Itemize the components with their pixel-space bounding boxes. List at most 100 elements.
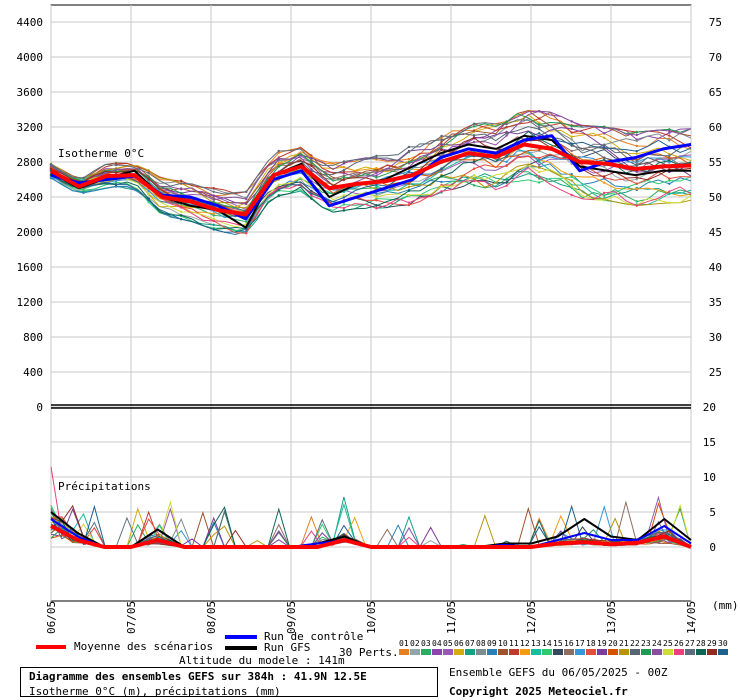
isotherm-pert-line [50,110,692,201]
isotherm-pert-point [245,220,248,223]
pert-number: 24 [652,639,662,648]
isotherm-pert-point [472,174,476,177]
x-tick-label: 06/05 [45,601,58,634]
isotherm-pert-point [603,136,606,139]
pert-number: 19 [597,639,607,648]
isotherm-pert-line [50,163,692,209]
isotherm-pert-point [635,144,638,148]
isotherm-pert-point [505,155,508,158]
isotherm-pert-point [407,157,411,161]
isotherm-pert-line [50,148,692,217]
y-tick-left: 1200 [17,296,44,309]
y-tick-right: 5 [709,506,716,519]
isotherm-pert-point [49,162,53,166]
isotherm-pert-point [635,130,638,134]
x-tick-label: 08/05 [205,601,218,634]
isotherm-pert-point [603,158,606,162]
isotherm-pert-point [635,187,638,191]
x-tick-label: 14/05 [685,601,698,634]
isotherm-pert-point [245,232,248,235]
pert-color-swatch [553,649,563,655]
gfs-legend-swatch [225,646,257,650]
isotherm-pert-point [668,129,671,133]
isotherm-pert-point [342,206,346,210]
pert-color-swatch [696,649,706,655]
x-tick-label: 09/05 [285,601,298,634]
isotherm-pert-point [212,186,215,190]
x-ticks: 06/05 07/05 08/05 09/05 10/05 11/05 12/05 13/05… [45,601,698,634]
isotherm-pert-point [537,166,541,169]
isotherm-pert-line [50,175,692,232]
isotherm-pert-point [245,206,248,209]
isotherm-pert-point [49,167,53,170]
isotherm-pert-point [407,182,411,185]
isotherm-pert-point [668,161,671,164]
y-tick-right: 50 [709,191,722,204]
pert-color-swatch [586,649,596,655]
pert-color-swatch [564,649,574,655]
isotherm-pert-point [570,124,573,128]
isotherm-pert-point [505,126,508,129]
y-tick-left: 2000 [17,226,44,239]
pert-number: 28 [696,639,706,648]
isotherm-pert-point [342,209,346,212]
isotherm-pert-point [668,152,671,156]
isotherm-pert-point [407,145,411,149]
isotherm-pert-point [505,181,508,184]
isotherm-pert-point [342,196,346,199]
x-tick-label: 12/05 [525,601,538,634]
pert-color-swatch [597,649,607,655]
isotherm-pert-point [570,175,573,179]
isotherm-pert-point [668,154,671,157]
isotherm-pert-point [82,188,85,192]
isotherm-pert-point [537,175,541,178]
isotherm-pert-point [472,136,476,140]
isotherm-pert-point [179,206,183,209]
y-tick-right: 55 [709,156,722,169]
isotherm-pert-point [635,178,638,181]
isotherm-pert-point [570,179,573,182]
isotherm-pert-point [603,132,606,135]
pert-color-swatch [421,649,431,655]
isotherm-pert-point [472,129,476,133]
isotherm-pert-point [407,193,411,197]
isotherm-pert-point [342,177,346,181]
isotherm-pert-point [472,140,476,144]
isotherm-pert-point [537,181,541,184]
isotherm-pert-point [440,190,443,193]
isotherm-pert-point [505,122,508,126]
isotherm-pert-point [668,190,671,193]
isotherm-pert-point [342,170,346,174]
isotherm-pert-point [375,204,378,207]
isotherm-pert-point [603,199,606,202]
x-tick-label: 07/05 [125,601,138,634]
isotherm-pert-point [310,194,313,197]
isotherm-pert-point [179,182,183,185]
isotherm-pert-point [277,188,280,191]
isotherm-pert-point [147,171,150,175]
pert-number: 18 [586,639,596,648]
pert-number: 11 [509,639,519,648]
isotherm-pert-point [147,189,150,193]
isotherm-pert-point [537,117,541,120]
isotherm-pert-point [212,194,215,197]
precip-mean-line [50,524,692,549]
pert-color-swatch [630,649,640,655]
isotherm-pert-point [635,152,638,155]
pert-color-swatch [443,649,453,655]
pert-color-swatch [410,649,420,655]
isotherm-pert-point [668,159,671,162]
y-tick-right: 10 [703,471,716,484]
isotherm-pert-point [472,167,476,170]
isotherm-pert-point [310,156,313,160]
main-series [50,134,692,549]
pert-color-swatch [520,649,530,655]
pert-color-swatch [487,649,497,655]
y-tick-left: 1600 [17,261,44,274]
pert-color-swatch [707,649,717,655]
pert-color-swatch [399,649,409,655]
pert-color-swatch [476,649,486,655]
isotherm-pert-point [212,219,215,223]
isotherm-pert-line [50,148,692,218]
